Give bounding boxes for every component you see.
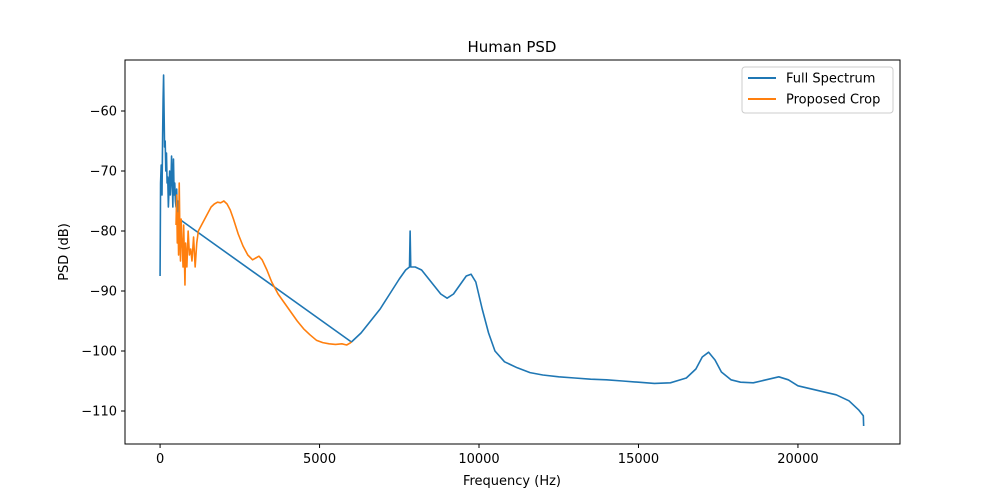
y-tick-label: −100 [81,345,117,360]
legend-box [741,66,894,114]
y-axis-label: PSD (dB) [57,223,72,281]
x-axis-ticks: 0 5000 10000 15000 20000 [156,444,819,467]
x-tick-label: 10000 [458,452,499,467]
y-tick-label: −60 [90,105,117,120]
y-tick-label: −110 [81,405,117,420]
y-tick-label: −90 [90,285,117,300]
series-layer [159,74,865,427]
x-axis-label: Frequency (Hz) [463,474,561,489]
legend: Full Spectrum Proposed Crop [741,66,894,114]
chart-title: Human PSD [468,38,557,56]
legend-label-full-spectrum: Full Spectrum [786,72,875,87]
y-axis-ticks: −110 −100 −90 −80 −70 −60 [81,105,125,420]
series-line-proposed-crop [175,182,352,346]
x-tick-label: 20000 [777,452,818,467]
x-tick-label: 0 [156,452,164,467]
y-tick-label: −80 [90,225,117,240]
plot-area [124,59,901,445]
axes-frame [124,59,901,445]
legend-label-proposed-crop: Proposed Crop [786,93,880,108]
series-line-full-spectrum [159,74,865,427]
x-tick-label: 15000 [618,452,659,467]
y-tick-label: −70 [90,165,117,180]
x-tick-label: 5000 [303,452,336,467]
